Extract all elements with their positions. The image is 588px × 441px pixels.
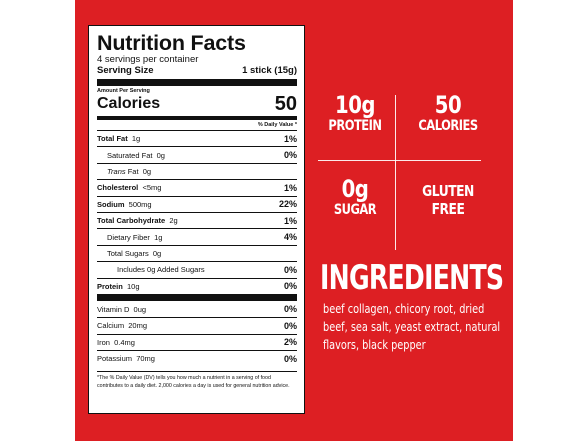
thick-divider bbox=[97, 293, 297, 301]
stat-protein-label: PROTEIN bbox=[328, 118, 382, 134]
nutrient-amount: 2g bbox=[169, 216, 178, 226]
nutrient-dv: 0% bbox=[283, 353, 297, 364]
amount-per-serving: Amount Per Serving bbox=[97, 88, 150, 94]
nutrient-row-protein: Protein 10g 0% bbox=[97, 277, 297, 294]
nutrient-row-total-sugars: Total Sugars 0g bbox=[97, 244, 297, 261]
nutrient-name-suffix: Fat bbox=[127, 166, 139, 176]
nutrient-amount: 70mg bbox=[136, 354, 155, 364]
nutrient-name: Trans bbox=[107, 166, 126, 176]
nutrient-row-potassium: Potassium 70mg 0% bbox=[97, 350, 297, 366]
nutrient-dv: 0% bbox=[283, 320, 297, 331]
nutrient-row-cholesterol: Cholesterol <5mg 1% bbox=[97, 179, 297, 195]
nutrient-name: Sodium bbox=[97, 199, 125, 209]
nutrient-row-saturated-fat: Saturated Fat 0g 0% bbox=[97, 146, 297, 162]
nutrient-amount: 0g bbox=[156, 150, 165, 160]
stat-gluten-free: GLUTEN FREE bbox=[411, 182, 485, 218]
nutrient-amount: 20mg bbox=[128, 321, 148, 331]
nutrient-row-sodium: Sodium 500mg 22% bbox=[97, 195, 297, 212]
calories-value: 50 bbox=[274, 93, 297, 115]
stat-protein-value: 10g bbox=[334, 91, 376, 119]
nutrient-dv: 22% bbox=[278, 199, 297, 210]
nutrient-name: Dietary Fiber bbox=[107, 232, 150, 242]
nutrient-amount: 500mg bbox=[128, 199, 152, 209]
nutrient-dv: 1% bbox=[283, 215, 297, 226]
nutrient-row-total-fat: Total Fat 1g 1% bbox=[97, 130, 297, 146]
servings-per-container: 4 servings per container bbox=[97, 54, 199, 65]
nutrient-amount: <5mg bbox=[142, 183, 162, 193]
daily-value-header: % Daily Value * bbox=[257, 122, 297, 128]
nutrient-name: Vitamin D bbox=[97, 304, 130, 314]
calories-label: Calories bbox=[97, 95, 161, 112]
stat-sugar-label: SUGAR bbox=[333, 202, 377, 218]
nutrient-name: Protein bbox=[97, 281, 123, 291]
nutrient-dv: 0% bbox=[283, 264, 297, 275]
nutrient-name: Calcium bbox=[97, 321, 125, 331]
serving-size: Serving Size 1 stick (15g) bbox=[97, 65, 297, 77]
nutrient-name: Total Fat bbox=[97, 134, 128, 144]
stat-gluten-line2: FREE bbox=[431, 200, 465, 218]
stat-sugar-value: 0g bbox=[341, 175, 369, 203]
nutrient-name: Total Sugars bbox=[107, 248, 149, 258]
nutrient-dv: 1% bbox=[283, 182, 297, 193]
calories-row: Calories 50 bbox=[97, 93, 297, 115]
stat-calories: 50 CALORIES bbox=[411, 92, 485, 134]
stat-calories-value: 50 bbox=[434, 91, 462, 119]
serving-size-value: 1 stick (15g) bbox=[242, 65, 297, 76]
dv-footnote: *The % Daily Value (DV) tells you how mu… bbox=[97, 371, 297, 390]
nutrient-name: Total Carbohydrate bbox=[97, 216, 166, 226]
nutrient-dv: 0% bbox=[283, 304, 297, 315]
nutrient-dv: 0% bbox=[283, 150, 297, 161]
nutrient-amount: 0g bbox=[152, 248, 162, 258]
nutrient-amount: 1g bbox=[154, 232, 163, 242]
nutrient-dv: 0% bbox=[283, 281, 297, 292]
nutrient-name: Potassium bbox=[97, 354, 133, 364]
stats-divider-vertical bbox=[395, 95, 396, 250]
stat-gluten-line1: GLUTEN bbox=[422, 182, 474, 200]
nutrient-amount: 0.4mg bbox=[114, 337, 135, 347]
nutrient-amount: 0g bbox=[142, 166, 152, 176]
nutrient-dv: 2% bbox=[283, 337, 297, 348]
nutrient-amount: 0ug bbox=[133, 304, 147, 314]
nutrient-row-trans-fat: Trans Fat 0g bbox=[97, 162, 297, 179]
nutrient-dv: 1% bbox=[283, 133, 297, 144]
nutrient-row-calcium: Calcium 20mg 0% bbox=[97, 317, 297, 333]
stat-sugar: 0g SUGAR bbox=[325, 176, 386, 218]
stat-calories-label: CALORIES bbox=[418, 118, 478, 134]
ingredients-title: INGREDIENTS bbox=[320, 258, 504, 298]
stat-protein: 10g PROTEIN bbox=[325, 92, 386, 134]
thick-divider bbox=[97, 79, 297, 86]
stats-divider-horizontal bbox=[318, 160, 481, 161]
nutrient-amount: 1g bbox=[131, 134, 141, 144]
label-title: Nutrition Facts bbox=[97, 31, 246, 55]
nutrient-name: Cholesterol bbox=[97, 183, 139, 193]
nutrient-row-iron: Iron 0.4mg 2% bbox=[97, 333, 297, 350]
nutrient-name: Saturated Fat bbox=[107, 150, 153, 160]
nutrient-row-vitamin-d: Vitamin D 0ug 0% bbox=[97, 301, 297, 317]
nutrient-name: Includes 0g Added Sugars bbox=[117, 265, 205, 275]
nutrition-facts-label: Nutrition Facts 4 servings per container… bbox=[88, 25, 305, 414]
nutrient-row-dietary-fiber: Dietary Fiber 1g 4% bbox=[97, 228, 297, 244]
ingredients-text: beef collagen, chicory root, dried beef,… bbox=[323, 301, 501, 352]
nutrient-name: Iron bbox=[97, 337, 110, 347]
nutrient-dv: 4% bbox=[283, 232, 297, 243]
serving-size-label: Serving Size bbox=[97, 65, 154, 76]
medium-divider bbox=[97, 116, 297, 120]
nutrient-amount: 10g bbox=[127, 281, 140, 291]
nutrient-row-total-carbohydrate: Total Carbohydrate 2g 1% bbox=[97, 211, 297, 228]
nutrient-row-added-sugars: Includes 0g Added Sugars 0% bbox=[97, 261, 297, 277]
